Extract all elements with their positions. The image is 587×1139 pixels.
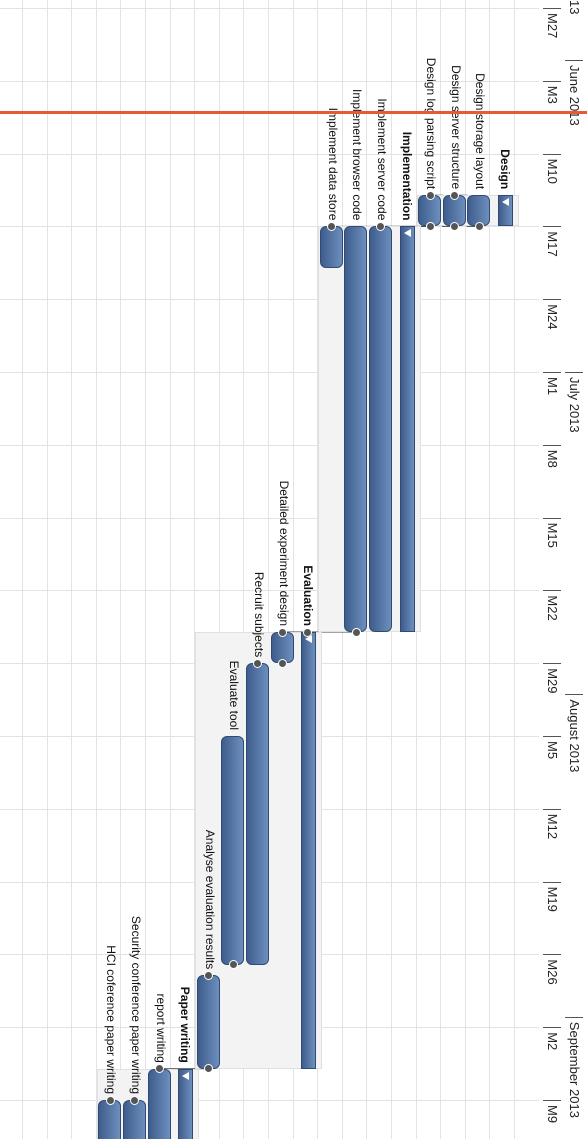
week-label: M8 <box>543 444 561 468</box>
task-bar[interactable] <box>369 226 392 632</box>
link-endpoint[interactable] <box>351 627 361 637</box>
task-label: Implement browser code <box>350 89 365 221</box>
task-bar[interactable] <box>246 663 269 965</box>
task-bar[interactable] <box>147 1068 171 1139</box>
week-label: M1 <box>543 372 561 396</box>
task-label: Evaluate tool <box>227 660 242 730</box>
week-label: M24 <box>543 299 561 330</box>
task-bar[interactable] <box>221 736 245 965</box>
week-label: M19 <box>543 881 561 912</box>
collapse-triangle-icon[interactable] <box>182 1071 190 1080</box>
month-label: August 2013 <box>565 694 583 773</box>
collapse-triangle-icon[interactable] <box>502 198 509 207</box>
collapse-triangle-icon[interactable] <box>403 229 411 238</box>
month-label-partial: 13 <box>567 0 582 15</box>
week-label: M3 <box>543 80 561 104</box>
week-label: M17 <box>543 226 561 257</box>
summary-bar[interactable] <box>178 1068 194 1139</box>
link-endpoint[interactable] <box>302 627 312 637</box>
week-label: M29 <box>543 663 561 694</box>
week-label: M22 <box>543 590 561 621</box>
timeline-header: 13 June 2013 July 2013 August 2013 September… <box>539 0 587 1139</box>
link-endpoint[interactable] <box>474 221 484 231</box>
week-label: M26 <box>543 954 561 985</box>
task-label: Paper writing <box>178 986 193 1063</box>
week-label: M9 <box>543 1100 561 1124</box>
summary-bar[interactable] <box>301 632 317 1069</box>
link-endpoint[interactable] <box>425 221 435 231</box>
task-bar[interactable] <box>196 975 220 1069</box>
task-label: report writing <box>153 993 168 1063</box>
summary-bar[interactable] <box>498 195 513 227</box>
link-endpoint[interactable] <box>425 190 435 200</box>
task-label: Analyse evaluation results <box>202 829 217 970</box>
link-endpoint[interactable] <box>278 627 288 637</box>
week-label: M2 <box>543 1027 561 1051</box>
task-label: Implement data store <box>325 107 340 221</box>
month-label: September 2013 <box>565 1016 583 1118</box>
link-endpoint[interactable] <box>278 658 288 668</box>
task-label: Recruit subjects <box>252 571 266 658</box>
task-label: Design storage layout <box>473 73 488 190</box>
task-bar[interactable] <box>123 1100 146 1139</box>
month-label: July 2013 <box>565 372 583 433</box>
link-endpoint[interactable] <box>204 970 214 980</box>
week-label: M10 <box>543 153 561 184</box>
task-label: Evaluation <box>301 565 316 626</box>
week-label: M12 <box>543 808 561 840</box>
link-endpoint[interactable] <box>450 190 460 200</box>
task-label: Detailed experiment design <box>276 480 291 626</box>
task-bar[interactable] <box>98 1100 122 1139</box>
week-label: M15 <box>543 517 561 548</box>
week-label: M27 <box>543 8 561 39</box>
task-label: Design <box>498 149 512 190</box>
task-label: Implementation <box>399 131 414 221</box>
task-bar[interactable] <box>344 226 368 632</box>
summary-bar[interactable] <box>399 226 415 632</box>
task-label: Implement server code <box>375 98 389 221</box>
week-label: M5 <box>543 736 561 760</box>
month-label: June 2013 <box>565 60 583 126</box>
task-label: Security conference paper writing <box>129 915 143 1094</box>
task-label: Design server structure <box>448 65 463 190</box>
task-bar[interactable] <box>319 226 343 268</box>
task-label: HCI coference paper writing <box>104 945 119 1094</box>
link-endpoint[interactable] <box>105 1095 115 1105</box>
task-label: Design log parsing script <box>424 57 439 190</box>
today-marker <box>0 111 587 114</box>
